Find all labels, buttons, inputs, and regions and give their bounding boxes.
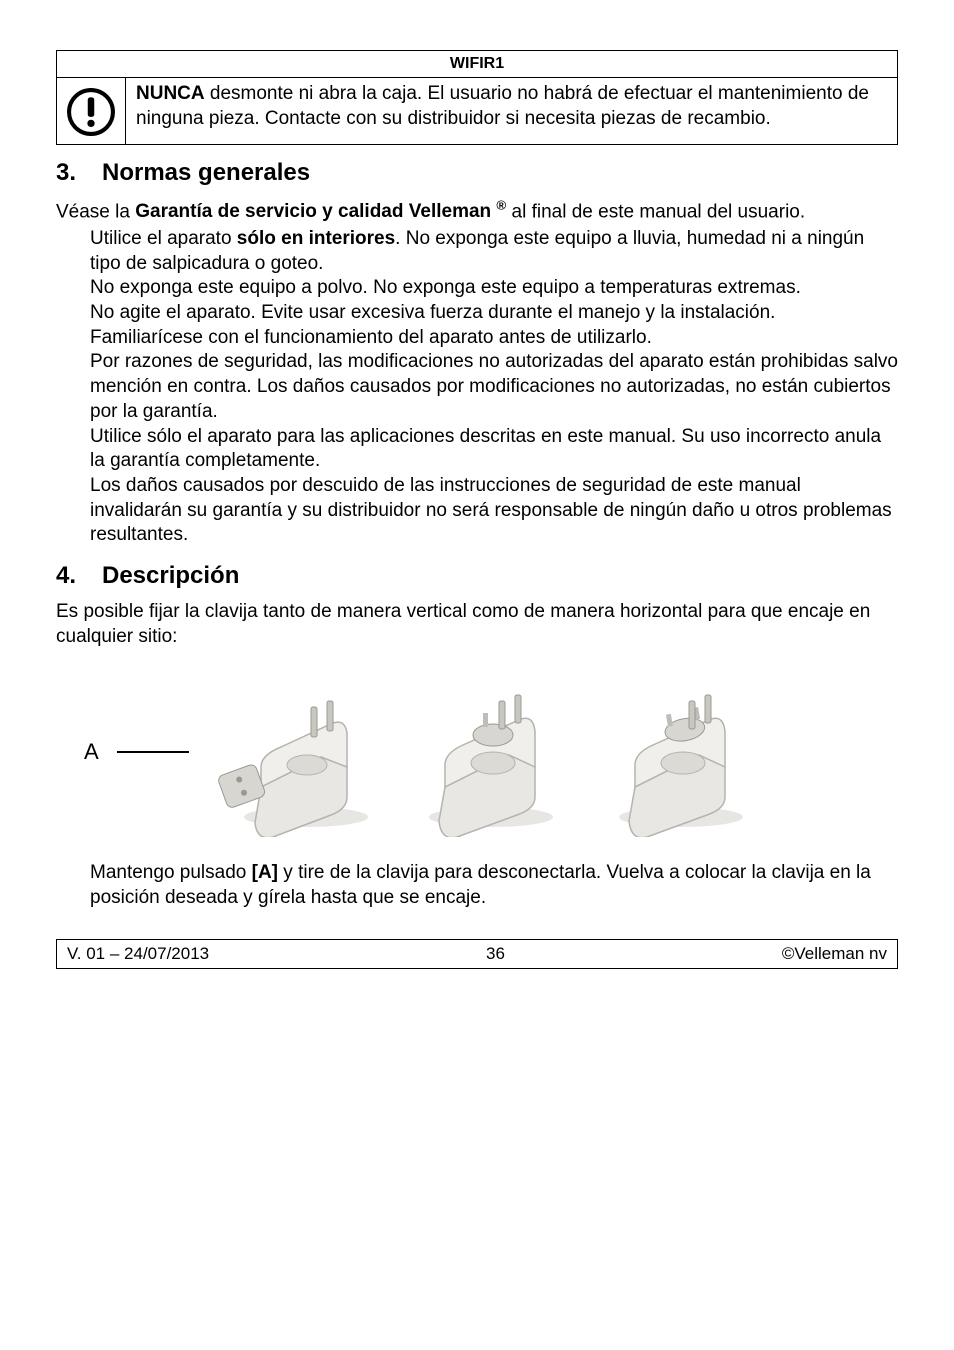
- device-image-2: [401, 667, 571, 837]
- warning-icon-cell: [57, 78, 126, 144]
- bullet-7: Los daños causados por descuido de las i…: [90, 474, 898, 548]
- section-3-num: 3.: [56, 159, 102, 187]
- section-4-intro: Es posible fijar la clavija tanto de man…: [56, 600, 898, 649]
- bullet-3: No agite el aparato. Evite usar excesiva…: [90, 301, 898, 326]
- section-3-intro: Véase la Garantía de servicio y calidad …: [56, 197, 898, 225]
- warning-lead: NUNCA: [136, 83, 205, 104]
- footer-page-number: 36: [486, 944, 505, 964]
- section-3-bullets: Utilice el aparato sólo en interiores. N…: [56, 227, 898, 548]
- section-4-instruction: Mantengo pulsado [A] y tire de la clavij…: [56, 861, 898, 910]
- bullet-5: Por razones de seguridad, las modificaci…: [90, 350, 898, 424]
- product-code: WIFIR1: [450, 55, 504, 72]
- intro-bold: Garantía de servicio y calidad Velleman …: [135, 201, 506, 222]
- section-3-title: Normas generales: [102, 159, 310, 186]
- bullet-2: No exponga este equipo a polvo. No expon…: [90, 276, 898, 301]
- device-image-1: [211, 667, 381, 837]
- figure-row: A: [84, 667, 898, 837]
- footer-version: V. 01 – 24/07/2013: [67, 944, 209, 964]
- warning-icon: [65, 86, 117, 138]
- device-image-3: [591, 667, 761, 837]
- page-header-box: WIFIR1: [56, 50, 898, 78]
- footer-copyright: ©Velleman nv: [782, 944, 887, 964]
- figure-label-a: A: [84, 739, 99, 765]
- warning-text: NUNCA desmonte ni abra la caja. El usuar…: [126, 78, 897, 144]
- section-4-heading: 4.Descripción: [56, 562, 898, 590]
- warning-rest: desmonte ni abra la caja. El usuario no …: [136, 83, 869, 129]
- bullet-1: Utilice el aparato sólo en interiores. N…: [90, 227, 898, 276]
- intro-pre: Véase la: [56, 201, 135, 222]
- figure-pointer-line: [117, 751, 189, 753]
- section-3-heading: 3.Normas generales: [56, 159, 898, 187]
- section-4-title: Descripción: [102, 562, 239, 589]
- page-footer-box: V. 01 – 24/07/2013 36 ©Velleman nv: [56, 939, 898, 969]
- warning-box: NUNCA desmonte ni abra la caja. El usuar…: [56, 78, 898, 145]
- section-4-num: 4.: [56, 562, 102, 590]
- bullet-4: Familiarícese con el funcionamiento del …: [90, 326, 898, 351]
- intro-post: al final de este manual del usuario.: [506, 201, 805, 222]
- bullet-6: Utilice sólo el aparato para las aplicac…: [90, 425, 898, 474]
- device-figures: [211, 667, 761, 837]
